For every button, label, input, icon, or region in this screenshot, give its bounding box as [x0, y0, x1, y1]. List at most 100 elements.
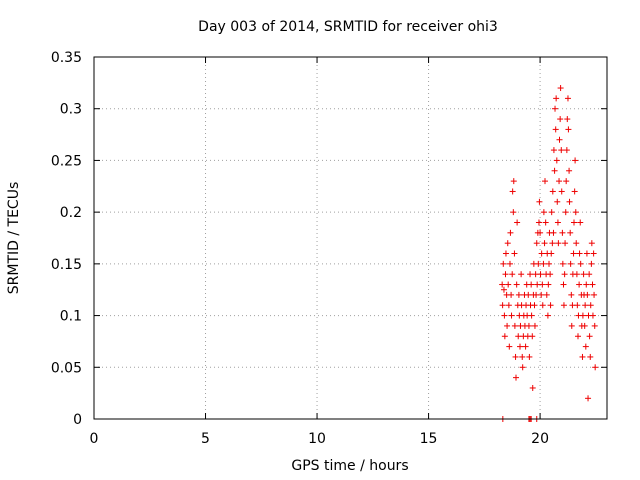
- data-point: [557, 116, 564, 123]
- data-point: [539, 302, 546, 309]
- data-point: [550, 147, 557, 154]
- x-tick-label: 15: [420, 431, 438, 447]
- data-point: [587, 302, 594, 309]
- gridlines: [94, 57, 607, 419]
- data-point: [573, 240, 580, 247]
- data-point: [561, 271, 568, 278]
- data-point: [567, 229, 574, 236]
- y-tick-label: 0.15: [51, 257, 82, 273]
- data-point: [529, 384, 536, 391]
- data-point: [537, 271, 544, 278]
- data-point: [582, 302, 589, 309]
- data-point: [510, 209, 517, 216]
- data-point: [512, 374, 519, 381]
- data-point: [579, 353, 586, 360]
- data-point: [567, 260, 574, 267]
- data-point: [572, 157, 579, 164]
- data-point: [547, 302, 554, 309]
- data-point: [555, 240, 562, 247]
- data-point: [563, 147, 570, 154]
- x-tick-label: 10: [308, 431, 326, 447]
- data-point: [563, 178, 570, 185]
- data-point: [566, 198, 573, 205]
- y-tick-label: 0.05: [51, 360, 82, 376]
- data-point: [585, 395, 592, 402]
- data-point: [544, 312, 551, 319]
- data-point: [583, 250, 590, 257]
- data-point: [566, 167, 573, 174]
- data-point: [576, 250, 583, 257]
- x-axis-label: GPS time / hours: [291, 458, 408, 474]
- data-point: [581, 322, 588, 329]
- data-point: [582, 343, 589, 350]
- data-point: [533, 240, 540, 247]
- y-tick-label: 0: [73, 412, 82, 428]
- data-point: [591, 291, 598, 298]
- data-point: [506, 343, 513, 350]
- data-point: [588, 240, 595, 247]
- y-tick-label: 0.25: [51, 153, 82, 169]
- data-point: [565, 126, 572, 133]
- data-point: [504, 240, 511, 247]
- data-point: [547, 271, 554, 278]
- data-point: [518, 271, 525, 278]
- data-point: [587, 353, 594, 360]
- data-point: [564, 116, 571, 123]
- data-point: [543, 291, 550, 298]
- data-point: [500, 286, 507, 293]
- data-point: [570, 250, 577, 257]
- data-point: [560, 281, 567, 288]
- data-point: [506, 260, 513, 267]
- data-point: [558, 188, 565, 195]
- data-point: [528, 312, 535, 319]
- data-point: [522, 343, 529, 350]
- data-point: [525, 291, 532, 298]
- data-point: [507, 229, 514, 236]
- data-point: [576, 281, 583, 288]
- data-point: [574, 302, 581, 309]
- data-point: [577, 260, 584, 267]
- chart-title: Day 003 of 2014, SRMTID for receiver ohi…: [198, 19, 498, 35]
- data-point: [538, 291, 545, 298]
- data-point: [545, 281, 552, 288]
- data-point: [584, 291, 591, 298]
- data-point: [590, 250, 597, 257]
- data-point: [589, 312, 596, 319]
- data-point: [546, 260, 553, 267]
- plot-frame: [93, 56, 608, 420]
- data-point: [556, 136, 563, 143]
- data-point: [549, 188, 556, 195]
- data-point: [551, 167, 558, 174]
- x-tick-label: 0: [90, 431, 99, 447]
- data-point: [572, 209, 579, 216]
- data-point: [541, 178, 548, 185]
- data-point: [554, 219, 561, 226]
- data-point: [504, 322, 511, 329]
- data-point: [517, 343, 524, 350]
- y-tick-label: 0.1: [60, 309, 82, 325]
- data-point: [573, 271, 580, 278]
- data-points: [499, 85, 599, 422]
- data-point: [568, 291, 575, 298]
- data-point: [509, 188, 516, 195]
- data-point: [502, 271, 509, 278]
- y-tick-label: 0.35: [51, 50, 82, 66]
- axis-ticks: [93, 56, 607, 420]
- data-point: [540, 260, 547, 267]
- data-point: [588, 260, 595, 267]
- data-point: [562, 209, 569, 216]
- data-point: [553, 157, 560, 164]
- data-point: [552, 105, 559, 112]
- data-point: [562, 240, 569, 247]
- data-point: [526, 353, 533, 360]
- data-point: [508, 312, 515, 319]
- data-point: [564, 95, 571, 102]
- data-point: [505, 302, 512, 309]
- data-point: [583, 281, 590, 288]
- data-point: [586, 333, 593, 340]
- data-point: [535, 260, 542, 267]
- data-point: [502, 250, 509, 257]
- data-point: [560, 302, 567, 309]
- data-point: [575, 333, 582, 340]
